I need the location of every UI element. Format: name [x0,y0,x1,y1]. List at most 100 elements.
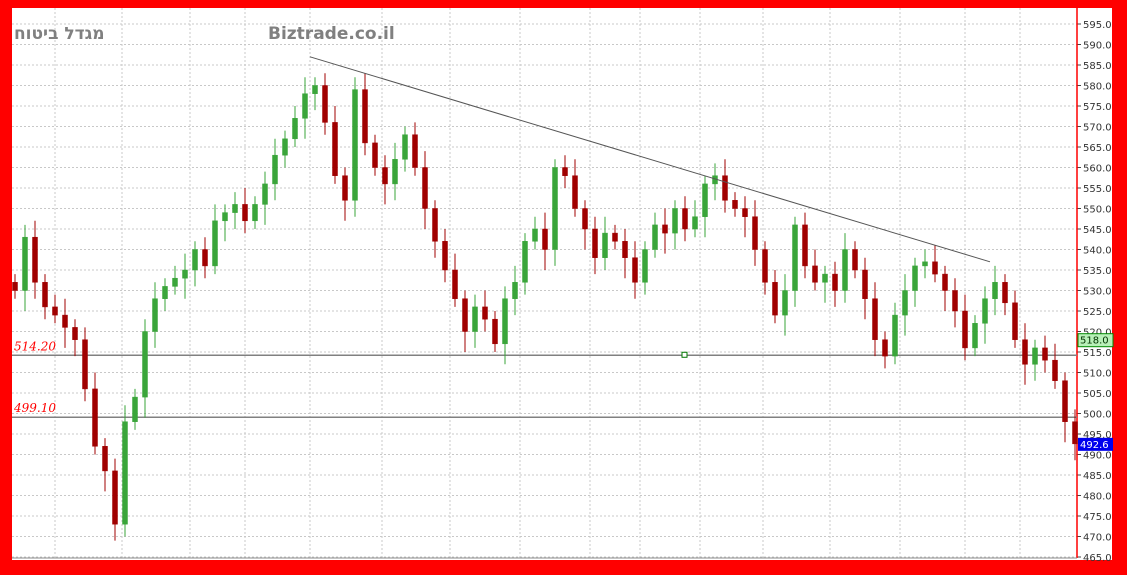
candle-body [872,298,878,340]
y-tick-label: 565.0 [1083,143,1112,154]
candle-body [752,216,758,250]
candle-body [402,134,408,160]
y-tick-label: 595.0 [1083,20,1112,31]
support-level-label: 499.10 [13,401,56,415]
candle-body [912,265,918,291]
candle-body [562,167,568,176]
candle-body [942,273,948,291]
candle-body [582,208,588,230]
candle-body [342,175,348,201]
site-watermark: Biztrade.co.il [268,24,395,44]
candle-body [962,310,968,349]
y-tick-label: 510.0 [1083,369,1112,380]
candle-body [82,339,88,390]
candle-body [412,134,418,168]
y-tick-label: 555.0 [1083,184,1112,195]
candle-body [732,200,738,209]
candle-body [572,175,578,209]
candle-body [72,327,78,340]
candle-body [142,331,148,398]
candle-body [12,282,18,291]
y-tick-label: 580.0 [1083,82,1112,93]
candle-body [32,236,38,283]
candle-body [282,138,288,156]
y-tick-label: 535.0 [1083,266,1112,277]
candle-body [1012,302,1018,340]
candle-body [452,269,458,299]
candle-body [382,167,388,185]
candle-body [482,306,488,320]
candle-body [812,265,818,283]
candle-body [302,93,308,119]
candle-body [1032,347,1038,365]
candle-body [502,298,508,345]
candle-body [672,208,678,234]
y-tick-label: 575.0 [1083,102,1112,113]
y-tick-label: 585.0 [1083,61,1112,72]
candle-body [952,290,958,312]
candle-body [512,282,518,299]
y-tick-label: 545.0 [1083,225,1112,236]
candle-body [882,339,888,357]
candle-body [432,208,438,242]
y-tick-label: 475.0 [1083,512,1112,523]
current-price-box [1077,333,1114,348]
y-tick-label: 525.0 [1083,307,1112,318]
candle-body [742,208,748,217]
y-tick-label: 470.0 [1083,533,1112,544]
candle-body [422,167,428,209]
candle-body [202,249,208,267]
last-price-label: 492.6 [1080,440,1109,451]
candle-body [702,183,708,217]
y-tick-label: 570.0 [1083,123,1112,134]
candle-body [772,282,778,316]
candle-body [1052,359,1058,381]
candle-body [492,318,498,345]
y-tick-label: 515.0 [1083,348,1112,359]
candle-body [642,249,648,283]
trend-line [309,56,991,263]
candle-body [222,212,228,222]
y-tick-label: 590.0 [1083,41,1112,52]
candle-body [652,224,658,250]
y-tick-label: 560.0 [1083,164,1112,175]
candle-body [842,249,848,291]
candle-body [932,261,938,275]
candle-body [132,396,138,422]
candle-body [622,241,628,258]
candle-body [462,298,468,332]
candle-body [352,89,358,201]
candle-body [442,241,448,271]
candle-body [602,232,608,258]
candle-body [992,282,998,299]
candle-body [272,154,278,185]
level-marker [681,351,688,358]
y-tick-label: 540.0 [1083,246,1112,257]
candle-body [42,282,48,308]
stock-name: מגדל ביטוח [14,24,105,44]
candle-body [52,306,58,316]
candle-body [92,388,98,447]
candle-body [182,269,188,279]
support-level-label: 514.20 [14,339,56,353]
candle-body [1002,282,1008,304]
y-tick-label: 495.0 [1083,430,1112,441]
y-tick-label: 505.0 [1083,389,1112,400]
candle-body [692,216,698,230]
candle-body [662,224,668,234]
candle-body [922,261,928,267]
candle-body [522,241,528,283]
candle-body [252,204,258,222]
candle-body [332,122,338,176]
candle-body [1022,339,1028,365]
candle-body [782,290,788,316]
candle-body [762,249,768,283]
candle-body [802,224,808,267]
candle-body [62,314,68,328]
candle-body [322,85,328,123]
candle-body [612,232,618,242]
candle-body [972,323,978,349]
candle-body [102,446,108,472]
candle-body [472,306,478,332]
